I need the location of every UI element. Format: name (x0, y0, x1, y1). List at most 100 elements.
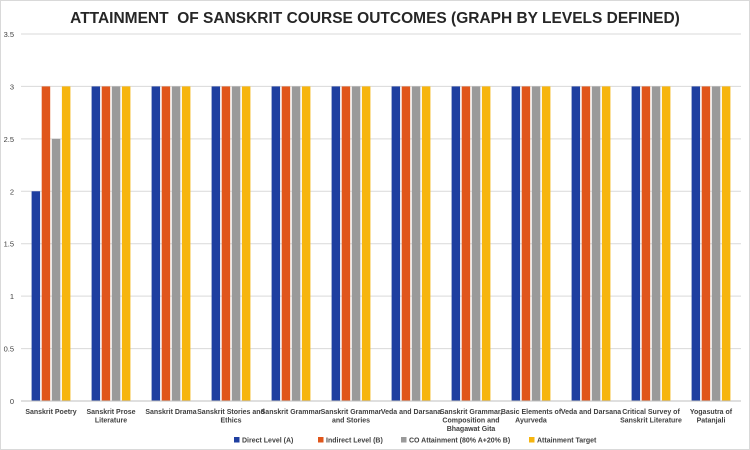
x-tick-label-line: Sanskrit Prose (86, 409, 135, 416)
bar-3-11 (651, 86, 661, 401)
x-tick-label: Sanskrit Grammar and Stories (321, 409, 382, 425)
x-axis-labels: Sanskrit Poetry Sanskrit Prose LiteratureS… (25, 409, 732, 433)
y-tick-label: 1 (10, 292, 14, 301)
bar-4-9 (541, 86, 551, 401)
bars (31, 86, 731, 401)
x-tick-label-line: Veda and Darsana (561, 409, 621, 416)
x-tick-label-line: Critical Survey of (622, 409, 680, 416)
bar-3-9 (531, 86, 541, 401)
bar-1-4 (211, 86, 221, 401)
bar-1-5 (271, 86, 281, 401)
x-tick-label-line: Sanskrit Literature (620, 418, 682, 425)
bar-2-8 (461, 86, 471, 401)
x-tick-label: Sanskrit Drama (145, 409, 196, 416)
x-tick-label-line: Yogasutra of (690, 409, 733, 416)
y-axis-ticks: 0 0.5 1 1.5 2 2.5 3 3.5 (4, 30, 14, 406)
legend-label-2: Indirect Level (B) (326, 438, 383, 445)
x-tick-label-line: Literature (95, 418, 127, 425)
y-tick-label: 2.5 (4, 135, 14, 144)
bar-4-3 (181, 86, 191, 401)
x-tick-label-line: Sanskrit Grammar (261, 409, 322, 416)
bar-4-7 (421, 86, 431, 401)
bar-3-5 (291, 86, 301, 401)
bar-1-11 (631, 86, 641, 401)
x-tick-label-line: Sanskrit Grammar (321, 409, 382, 416)
x-tick-label: Sanskrit Prose Literature (86, 409, 135, 425)
bar-4-10 (601, 86, 611, 401)
bar-2-10 (581, 86, 591, 401)
gridlines (21, 33, 741, 402)
x-tick-label-line: Sanskrit Poetry (25, 409, 76, 416)
legend-swatch-2 (318, 437, 324, 443)
bar-2-1 (41, 86, 51, 401)
chart-title: ATTAINMENT OF SANSKRIT COURSE OUTCOMES (… (70, 10, 680, 27)
bar-4-6 (361, 86, 371, 401)
bar-3-12 (711, 86, 721, 401)
bar-1-12 (691, 86, 701, 401)
bar-4-5 (301, 86, 311, 401)
legend-swatch-4 (529, 437, 535, 443)
x-tick-label: Critical Survey of Sanskrit Literature (620, 409, 682, 425)
bar-2-12 (701, 86, 711, 401)
bar-2-3 (161, 86, 171, 401)
legend-label-4: Attainment Target (537, 438, 597, 445)
x-tick-label: Yogasutra of Patanjali (690, 409, 733, 425)
bar-2-6 (341, 86, 351, 401)
bar-3-2 (111, 86, 121, 401)
bar-2-7 (401, 86, 411, 401)
bar-1-7 (391, 86, 401, 401)
y-tick-label: 3 (10, 82, 14, 91)
bar-1-1 (31, 191, 41, 401)
legend: Direct Level (A) Indirect Level (B) CO Att… (234, 437, 597, 445)
bar-4-4 (241, 86, 251, 401)
bar-4-12 (721, 86, 731, 401)
bar-1-8 (451, 86, 461, 401)
y-tick-label: 2 (10, 187, 14, 196)
bar-2-9 (521, 86, 531, 401)
x-tick-label: Sanskrit Grammar (261, 409, 322, 416)
x-tick-label-line: Ayurveda (515, 418, 547, 425)
bar-2-4 (221, 86, 231, 401)
x-tick-label-line: Ethics (220, 418, 241, 425)
y-tick-label: 0 (10, 397, 14, 406)
x-tick-label-line: Sanskrit Stories and (197, 409, 265, 416)
x-tick-label: Veda and Darsana (561, 409, 621, 416)
bar-4-2 (121, 86, 131, 401)
x-tick-label: Sanskrit Stories and Ethics (197, 409, 265, 425)
bar-4-1 (61, 86, 71, 401)
x-tick-label-line: and Stories (332, 418, 370, 425)
bar-3-8 (471, 86, 481, 401)
bar-2-2 (101, 86, 111, 401)
y-tick-label: 3.5 (4, 30, 14, 39)
legend-label-3: CO Attainment (80% A+20% B) (409, 438, 510, 445)
x-tick-label-line: Veda and Darsana (381, 409, 441, 416)
y-tick-label: 1.5 (4, 240, 14, 249)
bar-3-4 (231, 86, 241, 401)
legend-swatch-1 (234, 437, 240, 443)
bar-3-7 (411, 86, 421, 401)
x-tick-label-line: Composition and (442, 418, 499, 425)
bar-3-10 (591, 86, 601, 401)
y-tick-label: 0.5 (4, 345, 14, 354)
bar-1-6 (331, 86, 341, 401)
bar-2-5 (281, 86, 291, 401)
x-tick-label: Sanskrit Grammar, Composition and Bhagawat… (440, 409, 502, 433)
legend-swatch-3 (401, 437, 407, 443)
bar-3-3 (171, 86, 181, 401)
bar-1-3 (151, 86, 161, 401)
bar-3-1 (51, 138, 61, 401)
bar-3-6 (351, 86, 361, 401)
bar-4-8 (481, 86, 491, 401)
x-tick-label-line: Basic Elements of (501, 409, 562, 416)
bar-1-2 (91, 86, 101, 401)
bar-1-9 (511, 86, 521, 401)
bar-4-11 (661, 86, 671, 401)
x-tick-label: Basic Elements of Ayurveda (501, 409, 562, 425)
x-tick-label: Veda and Darsana (381, 409, 441, 416)
x-tick-label: Sanskrit Poetry (25, 409, 76, 416)
bar-2-11 (641, 86, 651, 401)
bar-1-10 (571, 86, 581, 401)
x-tick-label-line: Patanjali (697, 418, 726, 425)
